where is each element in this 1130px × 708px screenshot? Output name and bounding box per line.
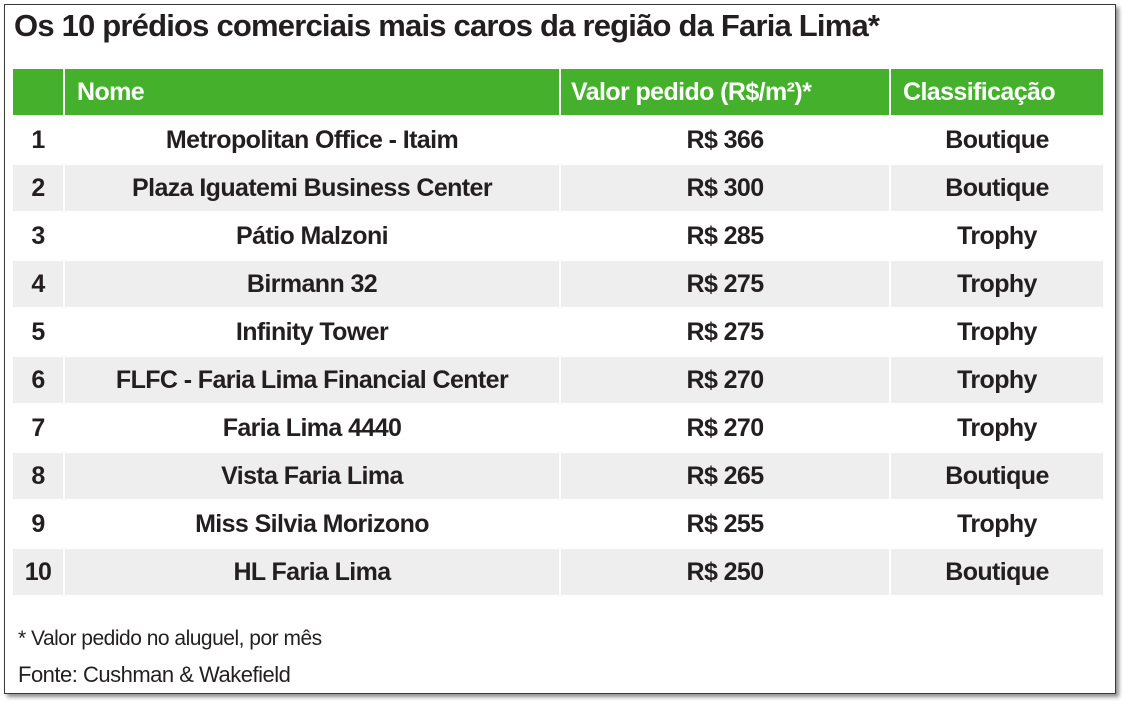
cell-rank: 10: [13, 549, 63, 595]
source-credit: Fonte: Cushman & Wakefield: [18, 662, 291, 687]
table-row: 5 Infinity Tower R$ 275 Trophy: [13, 309, 1103, 355]
table-row: 10 HL Faria Lima R$ 250 Boutique: [13, 549, 1103, 595]
cell-rank: 7: [13, 405, 63, 451]
cell-classification: Boutique: [891, 165, 1103, 211]
cell-classification: Trophy: [891, 309, 1103, 355]
cell-value: R$ 270: [561, 405, 889, 451]
cell-classification: Trophy: [891, 357, 1103, 403]
cell-rank: 3: [13, 213, 63, 259]
cell-rank: 5: [13, 309, 63, 355]
cell-rank: 6: [13, 357, 63, 403]
cell-rank: 2: [13, 165, 63, 211]
table-row: 1 Metropolitan Office - Itaim R$ 366 Bou…: [13, 117, 1103, 163]
cell-rank: 8: [13, 453, 63, 499]
table-row: 2 Plaza Iguatemi Business Center R$ 300 …: [13, 165, 1103, 211]
cell-name: Plaza Iguatemi Business Center: [65, 165, 559, 211]
cell-rank: 9: [13, 501, 63, 547]
cell-rank: 1: [13, 117, 63, 163]
cell-value: R$ 300: [561, 165, 889, 211]
cell-value: R$ 270: [561, 357, 889, 403]
cell-value: R$ 366: [561, 117, 889, 163]
cell-classification: Trophy: [891, 213, 1103, 259]
cell-name: Metropolitan Office - Itaim: [65, 117, 559, 163]
cell-rank: 4: [13, 261, 63, 307]
cell-classification: Trophy: [891, 405, 1103, 451]
header-classification: Classificação: [891, 69, 1103, 115]
cell-value: R$ 275: [561, 261, 889, 307]
cell-classification: Boutique: [891, 549, 1103, 595]
page-title: Os 10 prédios comerciais mais caros da r…: [14, 8, 880, 43]
cell-classification: Boutique: [891, 453, 1103, 499]
cell-name: FLFC - Faria Lima Financial Center: [65, 357, 559, 403]
table-row: 7 Faria Lima 4440 R$ 270 Trophy: [13, 405, 1103, 451]
header-rank: [13, 69, 63, 115]
footnote: * Valor pedido no aluguel, por mês: [18, 627, 322, 650]
cell-classification: Trophy: [891, 501, 1103, 547]
table-row: 8 Vista Faria Lima R$ 265 Boutique: [13, 453, 1103, 499]
cell-value: R$ 265: [561, 453, 889, 499]
cell-name: Vista Faria Lima: [65, 453, 559, 499]
cell-value: R$ 255: [561, 501, 889, 547]
table-row: 4 Birmann 32 R$ 275 Trophy: [13, 261, 1103, 307]
table-row: 9 Miss Silvia Morizono R$ 255 Trophy: [13, 501, 1103, 547]
cell-name: Faria Lima 4440: [65, 405, 559, 451]
header-name: Nome: [65, 69, 559, 115]
header-value: Valor pedido (R$/m²)*: [561, 69, 889, 115]
cell-name: Miss Silvia Morizono: [65, 501, 559, 547]
table-row: 3 Pátio Malzoni R$ 285 Trophy: [13, 213, 1103, 259]
cell-name: Birmann 32: [65, 261, 559, 307]
table-header-row: Nome Valor pedido (R$/m²)* Classificação: [13, 69, 1103, 115]
cell-name: Infinity Tower: [65, 309, 559, 355]
table-row: 6 FLFC - Faria Lima Financial Center R$ …: [13, 357, 1103, 403]
cell-name: Pátio Malzoni: [65, 213, 559, 259]
cell-value: R$ 285: [561, 213, 889, 259]
cell-value: R$ 275: [561, 309, 889, 355]
ranking-table: Nome Valor pedido (R$/m²)* Classificação…: [11, 67, 1105, 597]
cell-classification: Trophy: [891, 261, 1103, 307]
cell-classification: Boutique: [891, 117, 1103, 163]
cell-name: HL Faria Lima: [65, 549, 559, 595]
cell-value: R$ 250: [561, 549, 889, 595]
